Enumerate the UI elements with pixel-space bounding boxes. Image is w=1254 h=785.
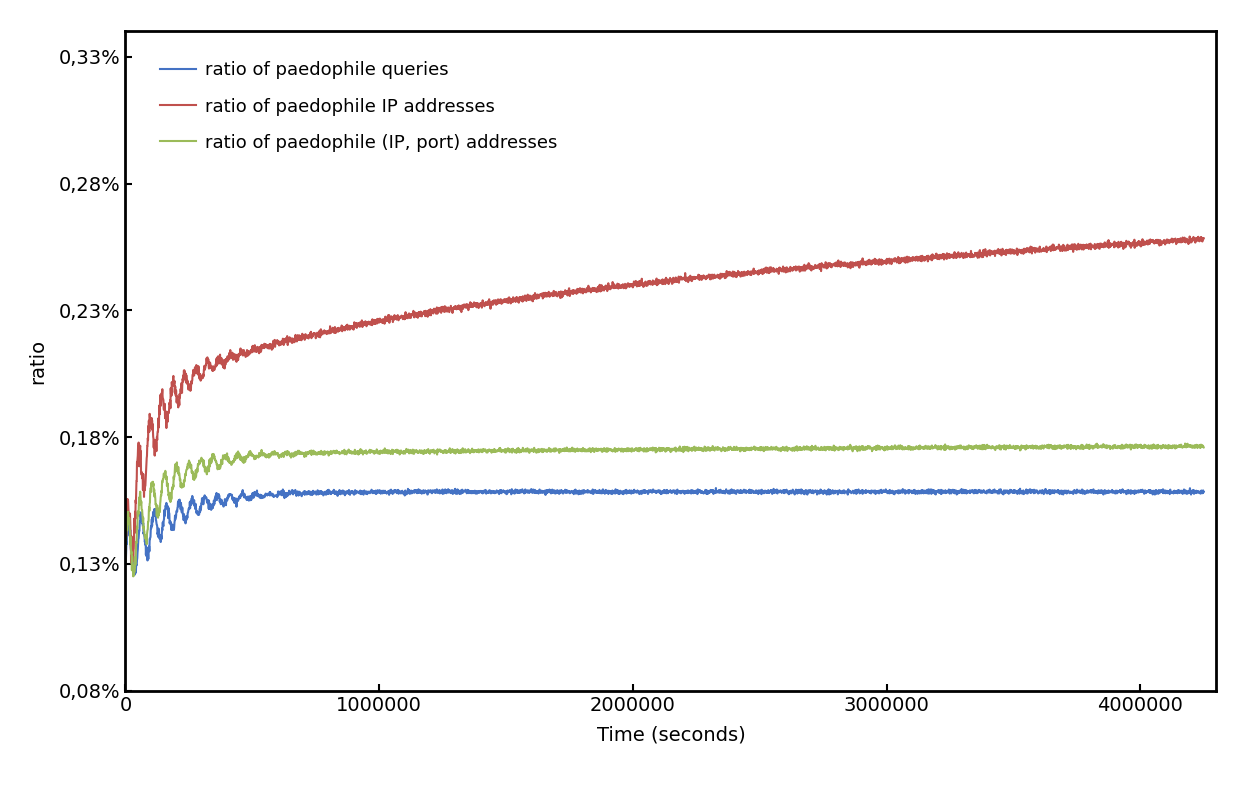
ratio of paedophile IP addresses xyxy=(902,252,917,261)
X-axis label: Time (seconds): Time (seconds) xyxy=(597,726,745,745)
Y-axis label: ratio: ratio xyxy=(29,338,48,384)
ratio of paedophile IP addresses xyxy=(571,285,586,294)
ratio of paedophile (IP, port) addresses xyxy=(1110,444,1125,453)
ratio of paedophile queries xyxy=(118,557,133,566)
ratio of paedophile queries xyxy=(127,571,142,580)
ratio of paedophile queries xyxy=(579,486,594,495)
ratio of paedophile queries xyxy=(902,487,917,497)
ratio of paedophile queries xyxy=(709,484,724,493)
ratio of paedophile (IP, port) addresses xyxy=(1196,443,1211,452)
ratio of paedophile (IP, port) addresses xyxy=(631,444,646,454)
ratio of paedophile (IP, port) addresses xyxy=(1164,442,1179,451)
ratio of paedophile IP addresses xyxy=(1196,233,1211,243)
ratio of paedophile IP addresses xyxy=(1164,235,1179,244)
ratio of paedophile queries xyxy=(1110,486,1125,495)
ratio of paedophile (IP, port) addresses xyxy=(118,557,133,566)
ratio of paedophile (IP, port) addresses xyxy=(1178,439,1193,448)
ratio of paedophile IP addresses xyxy=(118,557,133,566)
Line: ratio of paedophile IP addresses: ratio of paedophile IP addresses xyxy=(125,236,1204,563)
ratio of paedophile queries xyxy=(571,487,586,497)
Legend: ratio of paedophile queries, ratio of paedophile IP addresses, ratio of paedophi: ratio of paedophile queries, ratio of pa… xyxy=(145,47,572,166)
ratio of paedophile queries xyxy=(1164,488,1179,498)
ratio of paedophile (IP, port) addresses xyxy=(571,445,586,455)
ratio of paedophile (IP, port) addresses xyxy=(125,571,140,581)
Line: ratio of paedophile queries: ratio of paedophile queries xyxy=(125,488,1204,575)
Line: ratio of paedophile (IP, port) addresses: ratio of paedophile (IP, port) addresses xyxy=(125,444,1204,576)
ratio of paedophile queries xyxy=(1196,487,1211,496)
ratio of paedophile (IP, port) addresses xyxy=(902,443,917,452)
ratio of paedophile IP addresses xyxy=(631,280,646,290)
ratio of paedophile (IP, port) addresses xyxy=(579,445,594,455)
ratio of paedophile IP addresses xyxy=(1110,240,1125,250)
ratio of paedophile IP addresses xyxy=(124,558,139,568)
ratio of paedophile IP addresses xyxy=(579,284,594,294)
ratio of paedophile queries xyxy=(631,487,646,496)
ratio of paedophile IP addresses xyxy=(1183,232,1198,241)
